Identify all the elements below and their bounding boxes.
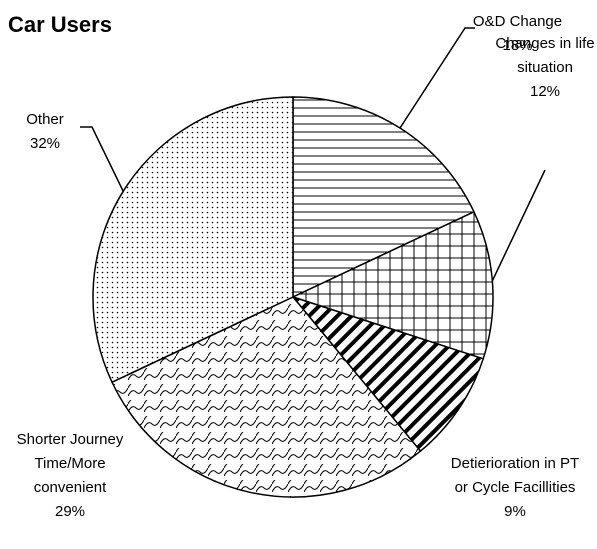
- pie-slice: [111, 296, 422, 498]
- pie-slice: [292, 96, 475, 299]
- leader-lines: [80, 27, 546, 291]
- value-label: 18%: [502, 37, 533, 54]
- pie-slice: [92, 96, 294, 384]
- slice-label: Detierioration in PT or Cycle Facillitie…: [450, 452, 580, 524]
- value-label: 32%: [29, 135, 61, 152]
- slice-label: Shorter Journey Time/More convenient 29%: [5, 428, 135, 524]
- category-label: O&D Change: [472, 13, 563, 30]
- category-label: Detierioration in PT or Cycle Facillitie…: [450, 455, 580, 496]
- value-label: 9%: [504, 503, 526, 520]
- category-label: Shorter Journey Time/More convenient: [16, 431, 124, 496]
- slice-label: Other 32%: [10, 108, 80, 156]
- slice-label: Changes in life situation 12%: [495, 32, 595, 104]
- category-label: Other: [26, 111, 64, 128]
- pie-slice: [290, 295, 485, 453]
- chart-title: Car Users: [8, 12, 112, 37]
- value-label: 29%: [54, 503, 86, 520]
- value-label: 12%: [529, 83, 561, 100]
- category-label: Changes in life situation: [495, 35, 595, 76]
- pie-slice: [290, 210, 494, 360]
- slice-label: O&D Change 18%: [470, 10, 565, 58]
